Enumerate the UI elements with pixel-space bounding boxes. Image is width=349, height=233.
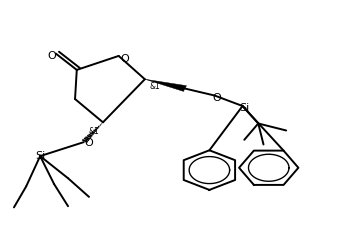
Text: O: O [84,138,94,148]
Polygon shape [145,79,186,91]
Text: O: O [212,93,221,103]
Text: O: O [47,51,56,61]
Text: &1: &1 [89,127,99,136]
Text: O: O [120,54,129,64]
Text: &1: &1 [150,82,161,91]
Text: Si: Si [35,151,45,161]
Text: Si: Si [239,103,250,113]
